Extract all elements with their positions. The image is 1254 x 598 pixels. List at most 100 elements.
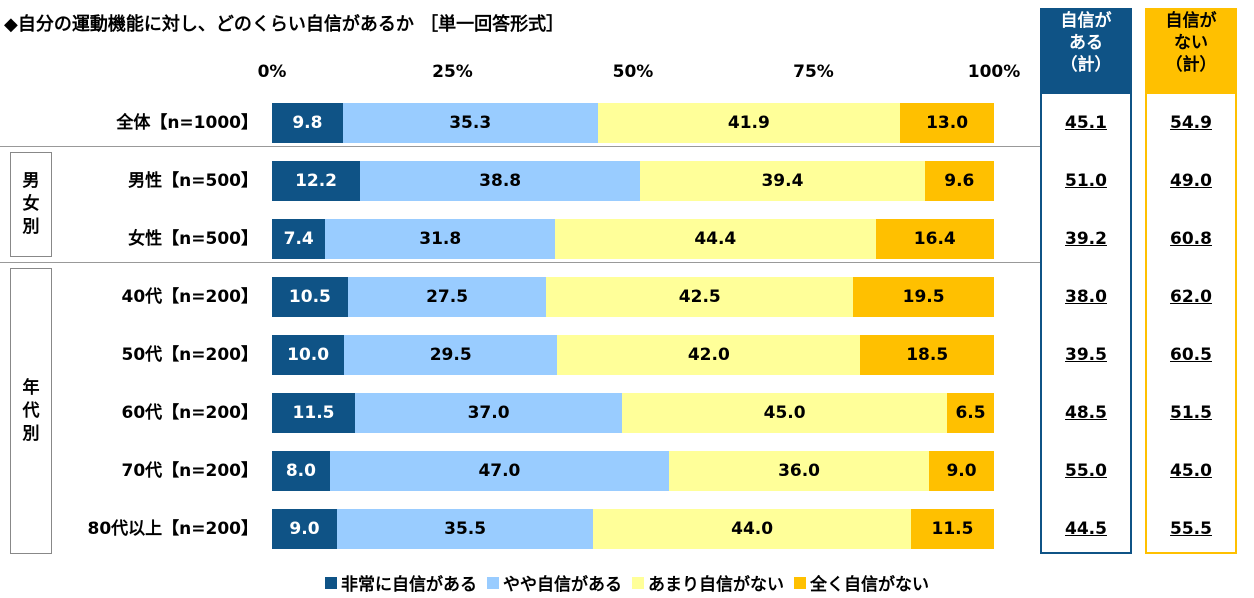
category-label: 40代【n=200】 xyxy=(121,287,259,307)
bar-value-label: 6.5 xyxy=(955,403,986,423)
bar-segment: 19.5 xyxy=(853,277,994,317)
summary-confident-value: 39.2 xyxy=(1065,229,1107,249)
summary-confident-value: 38.0 xyxy=(1065,287,1107,307)
bar-value-label: 9.0 xyxy=(946,461,977,481)
summary-not-confident-value: 49.0 xyxy=(1170,171,1212,191)
bar-value-label: 27.5 xyxy=(426,287,469,307)
bar-value-label: 44.4 xyxy=(694,229,737,249)
summary-not-confident-value: 62.0 xyxy=(1170,287,1212,307)
bar-segment: 44.0 xyxy=(593,509,911,549)
bar-segment: 11.5 xyxy=(272,393,356,433)
bar-value-label: 8.0 xyxy=(285,461,316,481)
legend: 非常に自信がある やや自信がある あまり自信がない 全く自信がない xyxy=(0,570,1254,595)
bar-segment: 41.9 xyxy=(597,103,901,143)
x-tick-label: 25% xyxy=(432,62,473,82)
bar-value-label: 37.0 xyxy=(467,403,510,423)
legend-item: あまり自信がない xyxy=(632,570,784,595)
bar-segment: 13.0 xyxy=(900,103,994,143)
summary-not-confident-value: 60.8 xyxy=(1170,229,1212,249)
bar-value-label: 19.5 xyxy=(902,287,945,307)
bar-value-label: 13.0 xyxy=(926,113,969,133)
summary-confident-value: 51.0 xyxy=(1065,171,1107,191)
bar-value-label: 10.5 xyxy=(288,287,331,307)
category-label: 50代【n=200】 xyxy=(121,345,259,365)
summary-not-confident-value: 60.5 xyxy=(1170,345,1212,365)
summary-header-text: 自信が xyxy=(1165,11,1217,31)
summary-not-confident-value: 45.0 xyxy=(1170,461,1212,481)
bar-segment: 44.4 xyxy=(555,219,876,259)
legend-swatch xyxy=(794,576,806,589)
summary-confident-value: 39.5 xyxy=(1065,345,1107,365)
category-label: 60代【n=200】 xyxy=(121,403,259,423)
bar-segment: 10.5 xyxy=(272,277,348,317)
bar-segment: 35.3 xyxy=(342,103,598,143)
group-separator xyxy=(0,146,1040,147)
bar-segment: 36.0 xyxy=(669,451,929,491)
bar-value-label: 10.0 xyxy=(287,345,330,365)
category-label: 70代【n=200】 xyxy=(121,461,259,481)
bar-segment: 6.5 xyxy=(947,393,994,433)
bar-segment: 7.4 xyxy=(272,219,326,259)
bar-segment: 8.0 xyxy=(272,451,330,491)
x-tick-label: 75% xyxy=(793,62,834,82)
legend-item: やや自信がある xyxy=(487,570,622,595)
summary-header-text: ない xyxy=(1174,33,1208,53)
group-label-char: 代 xyxy=(22,400,40,421)
bar-segment: 39.4 xyxy=(640,161,925,201)
x-tick-label: 50% xyxy=(612,62,654,82)
legend-label: 非常に自信がある xyxy=(341,575,477,595)
bar-segment: 12.2 xyxy=(272,161,361,201)
bar-value-label: 38.8 xyxy=(479,171,522,191)
bar-value-label: 44.0 xyxy=(731,519,774,539)
chart-title: ◆自分の運動機能に対し、どのくらい自信があるか ［単一回答形式］ xyxy=(4,14,565,35)
bar-segment: 16.4 xyxy=(875,219,994,259)
bar-segment: 42.5 xyxy=(546,277,854,317)
bar-value-label: 36.0 xyxy=(778,461,821,481)
category-label: 男性【n=500】 xyxy=(128,171,258,191)
group-label-char: 年 xyxy=(22,377,40,398)
group-box-gender: 男女別 xyxy=(10,152,52,257)
bar-value-label: 39.4 xyxy=(761,171,804,191)
bar-segment: 31.8 xyxy=(325,219,556,259)
bar-value-label: 41.9 xyxy=(727,113,770,133)
summary-not-confident-value: 54.9 xyxy=(1170,113,1212,133)
bar-value-label: 42.5 xyxy=(678,287,721,307)
legend-label: やや自信がある xyxy=(503,575,622,595)
summary-header-text: （計） xyxy=(1060,55,1112,75)
bar-segment: 47.0 xyxy=(329,451,670,491)
bar-value-label: 29.5 xyxy=(429,345,472,365)
bar-segment: 18.5 xyxy=(860,335,994,375)
bar-segment: 9.8 xyxy=(272,103,343,143)
summary-header-text: ある xyxy=(1069,33,1103,53)
bar-value-label: 45.0 xyxy=(763,403,806,423)
bar-value-label: 9.8 xyxy=(292,113,323,133)
legend-label: あまり自信がない xyxy=(648,575,784,595)
legend-swatch xyxy=(487,576,499,589)
bar-segment: 42.0 xyxy=(557,335,861,375)
summary-header-text: 自信が xyxy=(1060,11,1112,31)
bar-segment: 11.5 xyxy=(910,509,994,549)
summary-header-text: （計） xyxy=(1165,55,1217,75)
summary-not-confident-value: 55.5 xyxy=(1170,519,1212,539)
summary-confident-value: 48.5 xyxy=(1065,403,1107,423)
group-label-char: 男 xyxy=(22,171,40,191)
summary-confident-value: 55.0 xyxy=(1065,461,1107,481)
category-label: 80代以上【n=200】 xyxy=(87,519,259,539)
bar-segment: 29.5 xyxy=(344,335,558,375)
summary-header-confident: 自信が ある （計） xyxy=(1040,8,1132,92)
bar-value-label: 11.5 xyxy=(931,519,974,539)
group-separator xyxy=(0,262,1040,263)
bar-segment: 35.5 xyxy=(336,509,594,549)
group-label-char: 別 xyxy=(22,423,40,444)
bar-value-label: 35.5 xyxy=(444,519,487,539)
bar-value-label: 9.0 xyxy=(289,519,320,539)
bar-value-label: 47.0 xyxy=(478,461,521,481)
group-label-char: 女 xyxy=(22,194,40,214)
summary-confident-value: 44.5 xyxy=(1065,519,1107,539)
legend-item: 全く自信がない xyxy=(794,570,929,595)
summary-confident-value: 45.1 xyxy=(1065,113,1107,133)
bar-value-label: 7.4 xyxy=(283,229,314,249)
bar-value-label: 35.3 xyxy=(449,113,492,133)
bar-segment: 38.8 xyxy=(360,161,641,201)
bar-segment: 9.0 xyxy=(929,451,994,491)
